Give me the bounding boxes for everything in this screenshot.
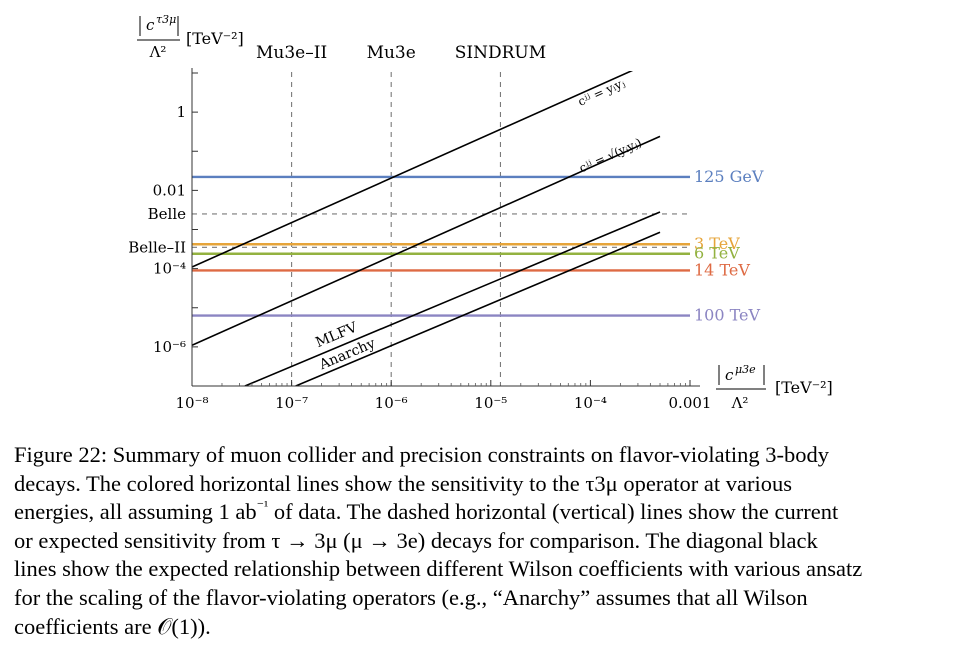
caption-line-3b: of data. The dashed horizontal (vertical… [268,499,839,525]
x-tick-label: 0.001 [669,394,712,412]
mu-limit-label-sindrum: SINDRUM [455,43,546,63]
series-label-14-tev: 14 TeV [694,260,750,279]
caption-line-3: energies, all assuming 1 ab⁻¹ of data. T… [14,498,944,527]
collider-series [192,175,690,317]
caption-line-3a: energies, all assuming 1 ab [14,499,257,525]
ansatz-line-mlfv [244,211,661,386]
x-tick-label: 10⁻⁴ [574,394,607,412]
reference-lines [192,72,690,386]
x-tick-label: 10⁻⁵ [474,394,507,412]
ansatz-label-c-y-y: cʲʲ = √(yᵢyⱼ) [577,135,644,175]
x-title-denominator: Λ² [731,394,749,412]
y-title-superscript: τ3μ [156,13,176,26]
series-label-100-tev: 100 TeV [694,306,761,325]
series-label-6-tev: 6 TeV [694,244,740,263]
y-tick-label: 10⁻⁴ [153,260,186,278]
tau-limit-label-belle: Belle [148,205,186,223]
chart-labels: Belle Belle–II Mu3e–II Mu3e SINDRUM 125 GeV 3 … [128,13,833,412]
x-title-unit: [TeV⁻²] [775,378,833,397]
figure-caption: Figure 22: Summary of muon collider and … [14,441,944,641]
y-tick-label: 10⁻⁶ [153,338,186,356]
x-tick-label: 10⁻⁸ [175,394,208,412]
ansatz-line-c-y-y [192,71,634,268]
chart: Belle Belle–II Mu3e–II Mu3e SINDRUM 125 GeV 3 … [128,13,833,412]
caption-line-5: lines show the expected relationship bet… [14,556,863,582]
caption-superscript: ⁻¹ [256,499,269,515]
caption-line-6: for the scaling of the flavor-violating … [14,584,808,610]
tau-limit-label-belle-ii: Belle–II [128,238,186,256]
caption-line-4: or expected sensitivity from τ → 3μ (μ →… [14,527,818,553]
series-label-3-tev: 3 TeV [694,234,740,253]
x-tick-label: 10⁻⁷ [275,394,308,412]
x-title-superscript: μ3e [735,363,756,376]
y-title-denominator: Λ² [149,43,167,61]
caption-line-7: coefficients are 𝒪(1)). [14,613,211,639]
axes [191,68,700,387]
y-tick-label: 0.01 [153,181,186,199]
y-tick-label: 1 [176,103,186,121]
caption-line-2: decays. The colored horizontal lines sho… [14,470,792,496]
ansatz-line-c-y-y [192,135,661,346]
ansatz-lines [192,71,661,386]
series-label-125-gev: 125 GeV [694,167,764,186]
ansatz-label-c-y-y: cʲʲ = yᵢyⱼ [576,76,627,109]
x-title-numerator: c [725,366,734,384]
caption-line-1: Figure 22: Summary of muon collider and … [14,442,830,467]
mu-limit-label-mu3e: Mu3e [367,43,416,63]
y-title-unit: [TeV⁻²] [186,29,244,48]
y-title-numerator: c [146,16,155,34]
x-tick-label: 10⁻⁶ [375,394,408,412]
ansatz-line-anarchy [295,231,661,386]
ansatz-line-group [192,71,661,386]
mu-limit-label-mu3e-ii: Mu3e–II [256,43,327,63]
